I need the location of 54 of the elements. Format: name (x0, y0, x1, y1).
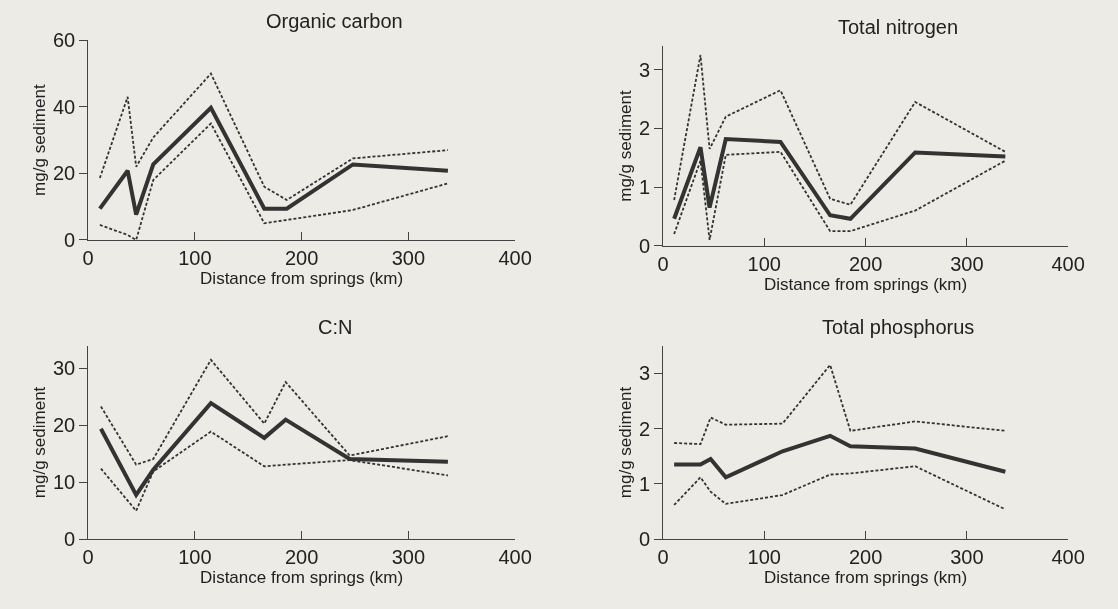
y-tick-label: 40 (52, 95, 76, 118)
y-tick-label: 2 (638, 117, 650, 140)
x-tick-label: 400 (498, 546, 532, 569)
x-tick-label: 200 (848, 252, 883, 275)
y-tick-label: 20 (52, 414, 76, 437)
x-tick-label: 300 (950, 252, 984, 275)
x-tick-label: 300 (950, 546, 984, 569)
chart-title: Total phosphorus (822, 316, 975, 338)
x-tick-label: 200 (284, 546, 319, 569)
line-series (672, 433, 1008, 480)
line-series (97, 105, 450, 217)
x-tick-label: 400 (1051, 252, 1085, 275)
line-series (673, 364, 1007, 446)
x-tick-label: 300 (391, 246, 426, 269)
x-tick-label: 300 (391, 546, 426, 569)
chart-title: Total nitrogen (838, 16, 959, 38)
y-tick-label: 3 (638, 58, 650, 81)
x-tick-label: 100 (178, 546, 212, 569)
y-tick-label: 10 (52, 471, 76, 494)
x-tick-label: 0 (82, 546, 94, 569)
x-axis-title: Distance from springs (km) (200, 568, 404, 588)
x-tick-label: 100 (747, 546, 781, 569)
y-tick-label: 0 (64, 528, 76, 551)
x-tick-label: 0 (82, 246, 94, 269)
x-tick-label: 100 (178, 246, 212, 269)
y-axis-title: mg/g sediment (616, 386, 636, 499)
line-series (98, 122, 449, 240)
y-tick-label: 30 (52, 357, 76, 380)
line-series (98, 72, 449, 201)
y-tick-label: 1 (638, 472, 650, 495)
y-tick-label: 0 (64, 228, 76, 251)
x-axis-title: Distance from springs (km) (764, 568, 968, 588)
y-tick-label: 0 (638, 528, 650, 551)
line-series (673, 465, 1007, 511)
y-axis-title: mg/g sediment (30, 386, 50, 499)
y-tick-label: 60 (52, 29, 76, 52)
y-tick-label: 2 (638, 417, 650, 440)
line-series (673, 54, 1007, 206)
x-tick-label: 200 (284, 246, 319, 269)
y-axis-title: mg/g sediment (30, 84, 50, 196)
x-tick-label: 400 (1051, 546, 1085, 569)
x-tick-label: 100 (747, 252, 781, 275)
y-tick-label: 1 (638, 176, 650, 199)
x-axis-title: Distance from springs (km) (200, 268, 404, 288)
x-tick-label: 0 (657, 252, 669, 275)
chart-title: C:N (318, 316, 353, 338)
chart-title: Organic carbon (266, 10, 403, 32)
x-tick-label: 400 (498, 246, 532, 269)
y-tick-label: 3 (638, 362, 650, 385)
x-tick-label: 200 (848, 546, 883, 569)
x-axis-title: Distance from springs (km) (764, 274, 968, 294)
y-axis-title: mg/g sediment (616, 89, 636, 202)
x-tick-label: 0 (657, 546, 669, 569)
y-tick-label: 20 (52, 162, 76, 185)
